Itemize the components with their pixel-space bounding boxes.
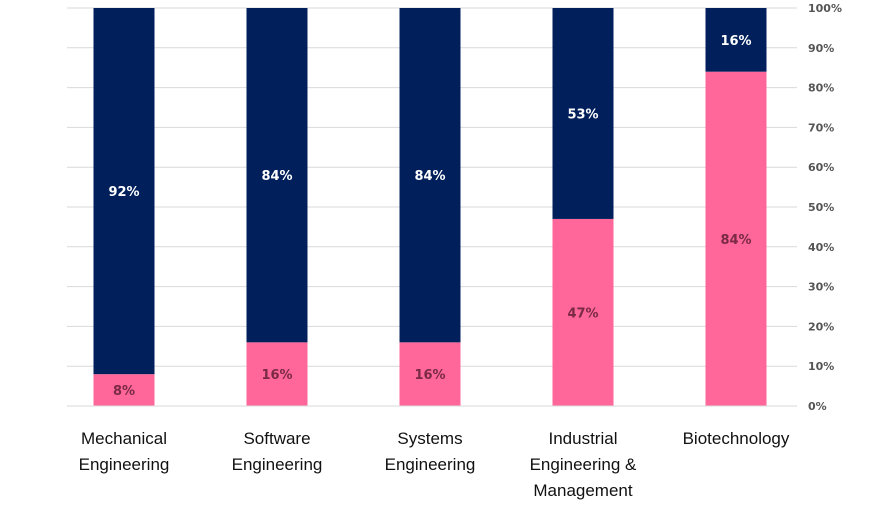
- x-category-label: Engineering: [385, 455, 476, 474]
- data-label: 8%: [113, 384, 135, 399]
- bar-segment: [552, 8, 614, 219]
- x-axis: Mechanical Engineering Software Engineering…: [67, 405, 797, 500]
- data-label: 92%: [108, 185, 139, 200]
- y-tick-label: 70%: [808, 121, 834, 134]
- data-label: 16%: [261, 368, 292, 383]
- y-tick-label: 50%: [808, 201, 834, 214]
- x-category-label: Mechanical: [81, 429, 167, 448]
- data-label: 16%: [720, 34, 751, 49]
- data-label: 84%: [414, 169, 445, 184]
- bar-segment: [705, 8, 767, 72]
- data-labels: 8% 92% 16% 84% 16% 84% 47% 53% 84% 16%: [108, 34, 751, 399]
- bar-segment: [552, 218, 614, 406]
- x-category-label: Engineering: [79, 455, 170, 474]
- y-tick-label: 100%: [808, 2, 842, 15]
- y-tick-label: 0%: [808, 400, 827, 413]
- x-category-label: Biotechnology: [683, 429, 790, 448]
- bar-segment: [93, 374, 155, 406]
- bar-segment: [93, 8, 155, 375]
- data-label: 84%: [720, 233, 751, 248]
- y-tick-label: 40%: [808, 241, 834, 254]
- data-label: 53%: [567, 107, 598, 122]
- x-category-label: Management: [533, 481, 633, 500]
- bar-segment: [246, 8, 308, 343]
- y-axis: 0% 10% 20% 30% 40% 50% 60% 70% 80% 90% 100%: [808, 2, 842, 413]
- data-label: 84%: [261, 169, 292, 184]
- x-category-label: Software: [243, 429, 310, 448]
- x-category-label: Engineering &: [530, 455, 637, 474]
- y-tick-label: 80%: [808, 82, 834, 95]
- data-label: 16%: [414, 368, 445, 383]
- y-tick-label: 60%: [808, 161, 834, 174]
- x-category-label: Industrial: [549, 429, 618, 448]
- bar-segment: [705, 71, 767, 407]
- y-tick-label: 20%: [808, 320, 834, 333]
- y-tick-label: 30%: [808, 281, 834, 294]
- bar-segment: [399, 342, 461, 406]
- x-category-label: Systems: [397, 429, 462, 448]
- bars: [93, 8, 767, 407]
- bar-segment: [399, 8, 461, 343]
- data-label: 47%: [567, 306, 598, 321]
- x-category-label: Engineering: [232, 455, 323, 474]
- y-tick-label: 90%: [808, 42, 834, 55]
- bar-segment: [246, 342, 308, 406]
- y-tick-label: 10%: [808, 360, 834, 373]
